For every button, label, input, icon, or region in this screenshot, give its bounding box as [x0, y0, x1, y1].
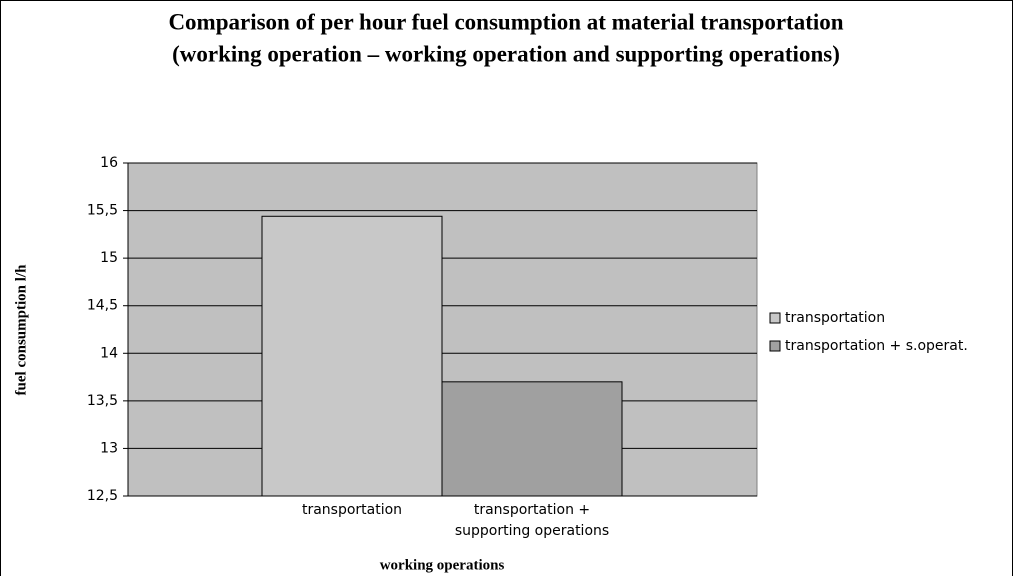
y-tick-label: 13: [100, 440, 118, 456]
y-tick-label: 15: [100, 250, 118, 266]
y-tick-label: 12,5: [87, 488, 118, 504]
y-tick-label: 16: [100, 155, 118, 171]
x-tick-label: transportation + supporting operations: [454, 502, 610, 539]
legend-swatch: [769, 340, 781, 352]
x-axis-title: working operations: [380, 557, 505, 573]
x-tick-label: transportation: [301, 502, 403, 518]
bar: [261, 215, 443, 497]
legend-label: transportation: [785, 310, 885, 326]
y-tick-label: 13,5: [87, 393, 118, 409]
legend-label: transportation + s.operat.: [785, 338, 968, 354]
legend-swatch: [769, 312, 781, 324]
chart-title: Comparison of per hour fuel consumption …: [168, 9, 843, 34]
y-tick-label: 14,5: [87, 298, 118, 314]
y-axis-title: fuel consumption l/h: [13, 264, 29, 396]
y-tick-label: 14: [100, 345, 118, 361]
chart-subtitle: (working operation – working operation a…: [172, 41, 840, 66]
bar: [441, 381, 623, 497]
y-tick-label: 15,5: [87, 203, 118, 219]
